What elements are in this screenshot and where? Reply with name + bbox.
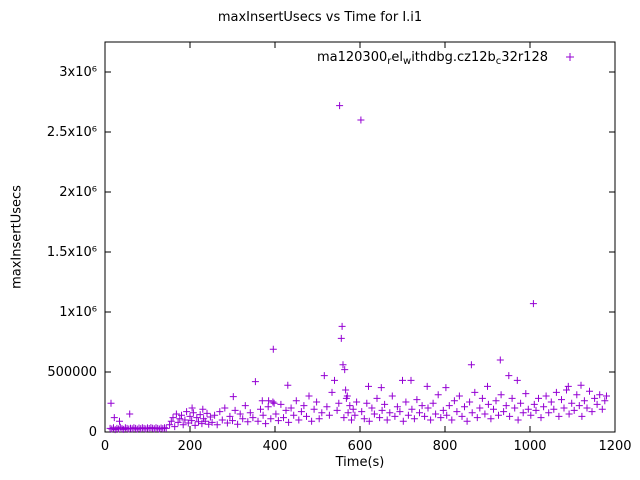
chart-title: maxInsertUsecs vs Time for I.i1 — [217, 10, 423, 25]
y-tick-label: 2x10⁶ — [59, 185, 97, 200]
y-tick-label: 500000 — [47, 365, 97, 380]
x-tick-label: 600 — [348, 439, 373, 454]
legend-marker — [566, 53, 574, 61]
x-tick-label: 200 — [178, 439, 203, 454]
x-tick-label: 1000 — [513, 439, 546, 454]
y-tick-label: 1.5x10⁶ — [47, 245, 97, 260]
x-tick-label: 1200 — [598, 439, 631, 454]
data-points — [106, 102, 610, 434]
plot-border — [104, 41, 616, 433]
x-tick-label: 800 — [433, 439, 458, 454]
x-tick-label: 400 — [263, 439, 288, 454]
x-axis-label: Time(s) — [335, 455, 385, 470]
legend-label: ma120300relwithdbg.cz12bc32r128 — [317, 50, 548, 67]
y-tick-label: 1x10⁶ — [59, 305, 97, 320]
y-tick-label: 3x10⁶ — [59, 65, 97, 80]
y-tick-label: 0 — [89, 425, 97, 440]
y-tick-label: 2.5x10⁶ — [47, 125, 97, 140]
x-tick-label: 0 — [101, 439, 109, 454]
